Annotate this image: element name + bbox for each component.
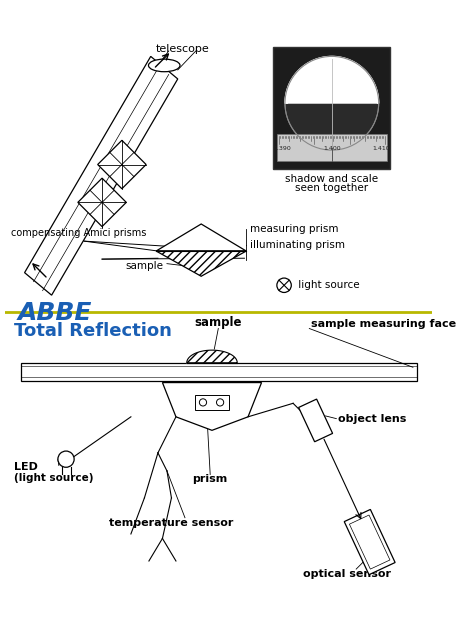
Polygon shape xyxy=(285,57,379,103)
Polygon shape xyxy=(344,510,395,575)
Text: object lens: object lens xyxy=(338,414,407,423)
Text: LED: LED xyxy=(14,462,37,472)
Polygon shape xyxy=(98,140,146,189)
Polygon shape xyxy=(187,350,237,363)
Text: 1.410: 1.410 xyxy=(373,146,390,151)
Text: seen together: seen together xyxy=(295,183,368,193)
Text: Total Reflection: Total Reflection xyxy=(14,322,172,340)
Circle shape xyxy=(285,57,379,150)
Text: compensating Amici prisms: compensating Amici prisms xyxy=(11,227,146,238)
Polygon shape xyxy=(187,350,237,363)
FancyBboxPatch shape xyxy=(21,363,418,381)
Text: (light source): (light source) xyxy=(14,472,93,483)
Polygon shape xyxy=(25,57,178,295)
Polygon shape xyxy=(78,178,126,227)
Text: temperature sensor: temperature sensor xyxy=(109,518,234,528)
Text: sample: sample xyxy=(194,316,242,328)
Text: 1.400: 1.400 xyxy=(323,146,341,151)
Polygon shape xyxy=(156,224,246,251)
Text: optical sensor: optical sensor xyxy=(303,569,391,579)
Ellipse shape xyxy=(148,59,180,72)
FancyBboxPatch shape xyxy=(195,395,229,410)
Text: sample measuring face: sample measuring face xyxy=(311,319,456,328)
FancyBboxPatch shape xyxy=(277,134,387,161)
Text: telescope: telescope xyxy=(155,43,209,54)
Text: illuminating prism: illuminating prism xyxy=(250,240,345,249)
Text: ABBE: ABBE xyxy=(18,301,92,324)
FancyBboxPatch shape xyxy=(273,47,391,169)
Text: sample: sample xyxy=(126,261,164,271)
Text: shadow and scale: shadow and scale xyxy=(285,173,378,183)
Text: prism: prism xyxy=(192,474,228,484)
Text: measuring prism: measuring prism xyxy=(250,224,338,234)
Circle shape xyxy=(58,451,74,467)
Polygon shape xyxy=(156,251,246,276)
Polygon shape xyxy=(299,399,333,442)
Text: 1.390: 1.390 xyxy=(273,146,291,151)
Text: light source: light source xyxy=(295,280,359,290)
Polygon shape xyxy=(163,382,262,430)
